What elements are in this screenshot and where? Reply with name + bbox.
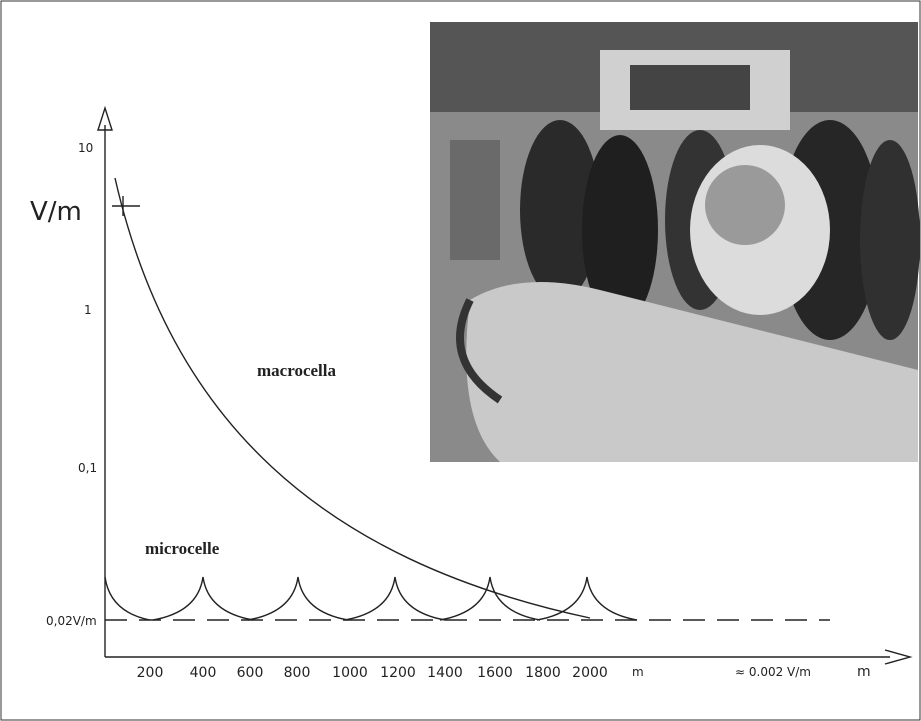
x-end-label: m (857, 664, 871, 680)
photo (430, 22, 920, 462)
x-tick-label: 400 (190, 665, 217, 681)
y-tick-label: 0,02V/m (46, 614, 97, 628)
x-tick-label: 200 (137, 665, 164, 681)
x-tick-label: 1800 (525, 665, 561, 681)
x-tick-label: 1600 (477, 665, 513, 681)
x-tick-label: 1400 (427, 665, 463, 681)
y-tick-label: 10 (78, 141, 93, 155)
x-unit: m (632, 665, 644, 679)
x-tick-label: 600 (237, 665, 264, 681)
micro-label: microcelle (145, 539, 220, 558)
y-tick-label: 0,1 (78, 461, 97, 475)
x-tick-label: 800 (284, 665, 311, 681)
x-tick-label: 1000 (332, 665, 368, 681)
x-tick-label: 1200 (380, 665, 416, 681)
x-note: ≈ 0.002 V/m (735, 665, 811, 679)
macro-label: macrocella (257, 361, 336, 380)
figure: 1010,10,02V/m V/m macrocella microcelle … (0, 0, 921, 721)
x-tick-label: 2000 (572, 665, 608, 681)
y-axis-label: V/m (30, 197, 82, 227)
y-tick-label: 1 (84, 303, 92, 317)
